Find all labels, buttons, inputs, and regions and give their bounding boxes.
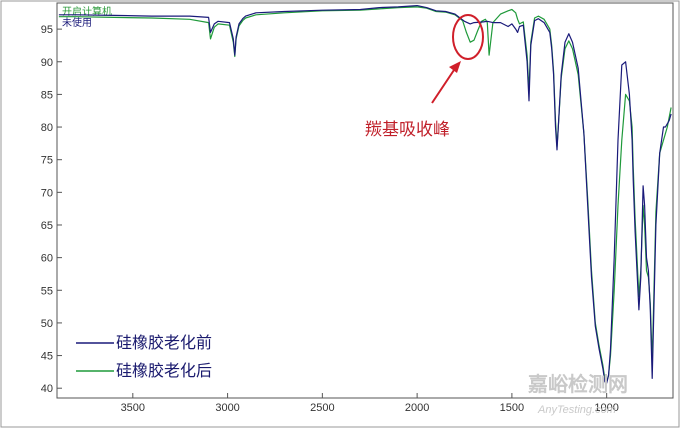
y-tick-label: 70 bbox=[41, 187, 53, 199]
y-tick-label: 45 bbox=[41, 351, 53, 363]
x-tick-label: 3000 bbox=[215, 402, 239, 414]
y-tick-label: 95 bbox=[41, 24, 53, 36]
y-tick-label: 85 bbox=[41, 89, 53, 101]
y-tick-label: 90 bbox=[41, 57, 53, 69]
watermark-cn: 嘉峪检测网 bbox=[527, 372, 628, 396]
annotation-arrow-head bbox=[449, 61, 461, 73]
x-tick-label: 1500 bbox=[500, 402, 524, 414]
y-tick-label: 55 bbox=[41, 285, 53, 297]
header-line-2: 未使用 bbox=[62, 16, 92, 29]
legend: 硅橡胶老化前 硅橡胶老化后 bbox=[76, 333, 212, 380]
y-tick-label: 80 bbox=[41, 122, 53, 134]
annotation-arrow-shaft bbox=[431, 66, 457, 104]
series-layer bbox=[58, 4, 672, 384]
series-line-before-aging bbox=[58, 4, 672, 384]
plot-area bbox=[56, 2, 674, 399]
x-tick-label: 3500 bbox=[121, 402, 145, 414]
x-tick-label: 1000 bbox=[594, 402, 618, 414]
watermark: 嘉峪检测网 AnyTesting.com bbox=[527, 372, 628, 416]
y-tick-label: 50 bbox=[41, 318, 53, 330]
x-axis: 3500 3000 2500 2000 1500 1000 bbox=[121, 393, 619, 414]
annotation-label: 羰基吸收峰 bbox=[365, 120, 450, 140]
y-tick-label: 65 bbox=[41, 220, 53, 232]
x-tick-label: 2000 bbox=[405, 402, 429, 414]
annotation: 羰基吸收峰 bbox=[365, 14, 484, 140]
watermark-en: AnyTesting.com bbox=[537, 404, 616, 416]
header-line-1: 开启计算机 bbox=[62, 5, 112, 18]
carbonyl-peak-circle bbox=[452, 14, 484, 60]
legend-label-before: 硅橡胶老化前 bbox=[116, 333, 212, 352]
x-tick-label: 2500 bbox=[310, 402, 334, 414]
y-tick-label: 75 bbox=[41, 155, 53, 167]
y-tick-label: 60 bbox=[41, 253, 53, 265]
series-line-after-aging bbox=[58, 6, 672, 383]
y-tick-label: 40 bbox=[41, 383, 53, 395]
legend-label-after: 硅橡胶老化后 bbox=[116, 361, 212, 380]
y-axis: 40 45 50 55 60 65 70 75 80 85 90 95 bbox=[41, 24, 62, 395]
